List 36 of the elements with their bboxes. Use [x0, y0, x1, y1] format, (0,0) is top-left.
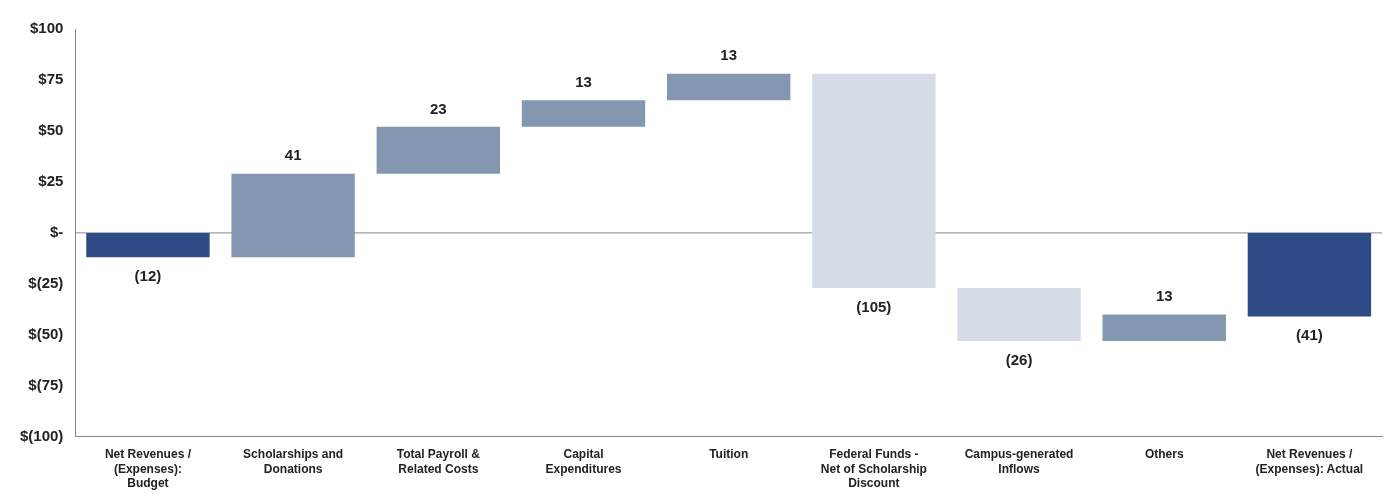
bar [86, 232, 210, 258]
x-tick-label: Net Revenues / (Expenses): Actual [1255, 447, 1364, 476]
data-label: 13 [720, 46, 738, 64]
y-tick-label: $100 [29, 19, 64, 37]
x-tick-label: Scholarships and Donations [243, 447, 344, 476]
data-label: 13 [575, 73, 592, 91]
x-tick-label: Capital Expenditures [545, 447, 622, 476]
y-tick-label: $(75) [28, 375, 64, 393]
data-label: (12) [134, 267, 162, 285]
bar [1247, 232, 1372, 317]
data-label: (26) [1005, 350, 1033, 368]
y-tick-label: $- [50, 223, 64, 241]
x-tick-label: Net Revenues / (Expenses): Budget [104, 447, 192, 491]
data-label: 41 [284, 146, 302, 164]
x-tick-label: Others [1144, 447, 1184, 462]
x-tick-label: Federal Funds - Net of Scholarship Discount [820, 447, 927, 491]
bar [376, 126, 501, 174]
x-tick-label: Total Payroll & Related Costs [396, 447, 481, 476]
bar [812, 73, 936, 288]
y-tick-label: $(100) [20, 426, 64, 444]
bar [231, 173, 355, 258]
bar [521, 100, 646, 127]
y-tick-label: $(50) [28, 324, 64, 342]
data-label: (105) [856, 297, 892, 315]
x-tick-label: Campus-generated Inflows [964, 447, 1074, 476]
y-tick-label: $75 [38, 70, 64, 88]
bar [1102, 314, 1226, 341]
data-label: 23 [429, 99, 447, 117]
bar [666, 73, 791, 101]
y-tick-label: $25 [38, 172, 64, 190]
data-label: 13 [1155, 287, 1173, 305]
y-tick-label: $(25) [28, 274, 64, 292]
y-tick-label: $50 [38, 121, 64, 139]
data-label: (41) [1296, 326, 1323, 344]
x-tick-label: Tuition [709, 447, 749, 462]
bar [957, 287, 1081, 341]
